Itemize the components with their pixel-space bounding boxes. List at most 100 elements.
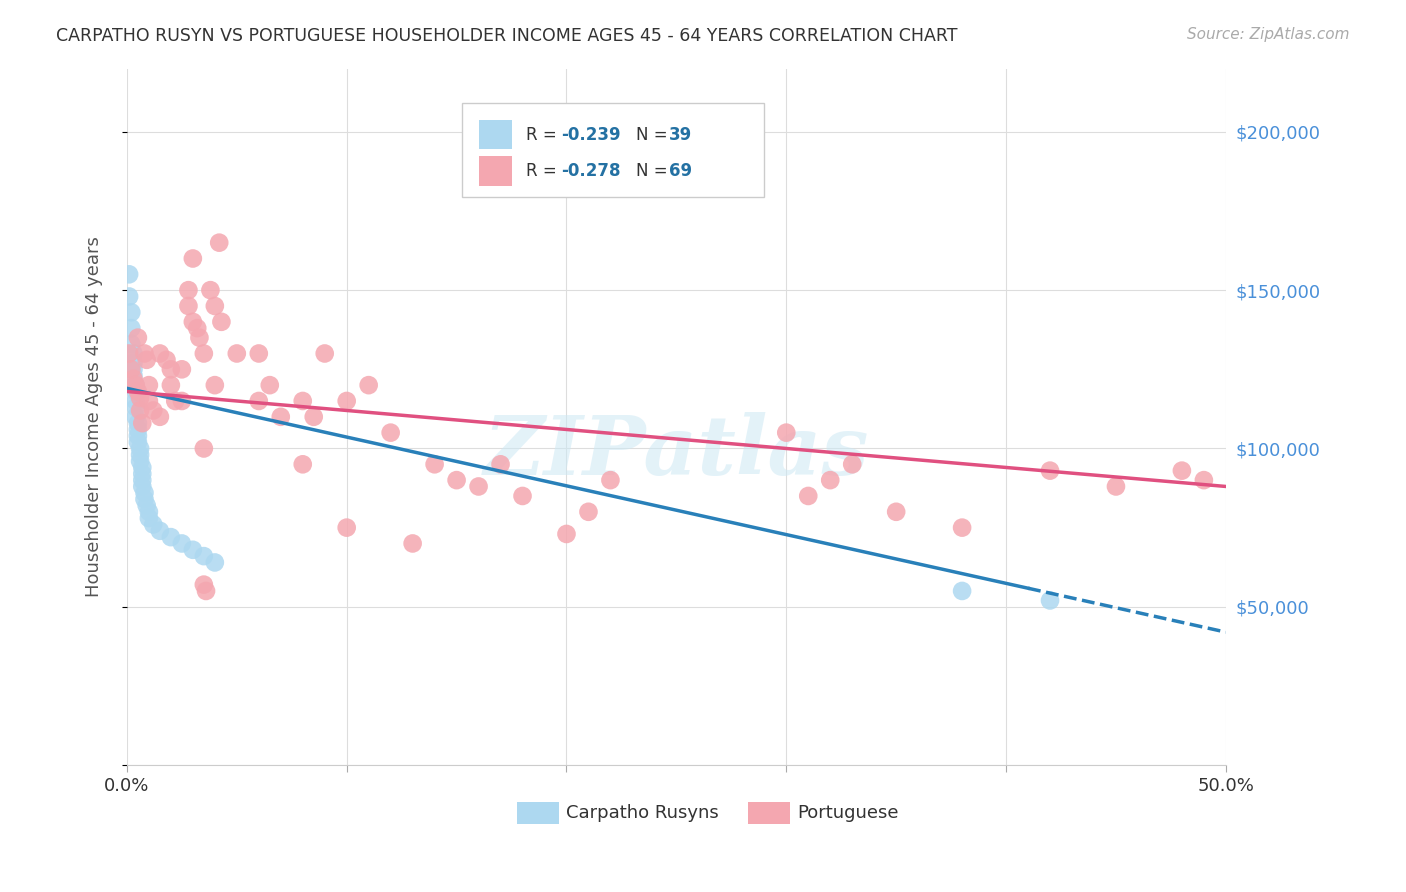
- Text: -0.278: -0.278: [561, 162, 620, 180]
- Point: [247, 394, 270, 409]
- Point: [181, 542, 204, 557]
- Point: [170, 394, 193, 409]
- Point: [120, 305, 142, 319]
- Text: -0.239: -0.239: [561, 126, 620, 144]
- Point: [314, 346, 336, 360]
- Point: [208, 235, 231, 250]
- Point: [357, 378, 380, 392]
- Point: [125, 384, 148, 399]
- Point: [950, 521, 973, 535]
- Point: [129, 448, 152, 462]
- Point: [775, 425, 797, 440]
- Point: [204, 556, 226, 570]
- Point: [200, 283, 222, 297]
- Point: [193, 549, 215, 563]
- Text: Source: ZipAtlas.com: Source: ZipAtlas.com: [1187, 27, 1350, 42]
- Point: [142, 517, 165, 532]
- Text: Portuguese: Portuguese: [797, 805, 898, 822]
- Point: [336, 521, 359, 535]
- FancyBboxPatch shape: [478, 156, 512, 186]
- Point: [127, 416, 149, 430]
- Point: [131, 460, 153, 475]
- Point: [1192, 473, 1215, 487]
- Point: [181, 315, 204, 329]
- Point: [291, 394, 314, 409]
- FancyBboxPatch shape: [478, 120, 512, 149]
- Point: [209, 315, 232, 329]
- Point: [193, 577, 215, 591]
- Point: [138, 505, 160, 519]
- Point: [120, 337, 142, 351]
- Text: R =: R =: [526, 162, 562, 180]
- Point: [129, 403, 152, 417]
- Point: [950, 584, 973, 599]
- Point: [401, 536, 423, 550]
- Point: [336, 394, 359, 409]
- Point: [129, 454, 152, 468]
- Point: [122, 362, 145, 376]
- Point: [1039, 593, 1062, 607]
- Point: [170, 362, 193, 376]
- Text: N =: N =: [636, 126, 672, 144]
- Point: [489, 458, 512, 472]
- Point: [149, 524, 172, 538]
- Point: [177, 283, 200, 297]
- Point: [127, 384, 149, 399]
- Point: [131, 467, 153, 481]
- Point: [467, 479, 489, 493]
- Point: [125, 409, 148, 424]
- Point: [122, 346, 145, 360]
- Point: [142, 403, 165, 417]
- Point: [131, 416, 153, 430]
- Point: [118, 346, 141, 360]
- Point: [118, 289, 141, 303]
- Point: [138, 378, 160, 392]
- Point: [818, 473, 841, 487]
- Point: [134, 492, 156, 507]
- FancyBboxPatch shape: [748, 802, 790, 824]
- Text: CARPATHO RUSYN VS PORTUGUESE HOUSEHOLDER INCOME AGES 45 - 64 YEARS CORRELATION C: CARPATHO RUSYN VS PORTUGUESE HOUSEHOLDER…: [56, 27, 957, 45]
- Point: [125, 401, 148, 415]
- Point: [555, 527, 578, 541]
- Point: [423, 458, 446, 472]
- Point: [177, 299, 200, 313]
- Point: [446, 473, 468, 487]
- Point: [193, 442, 215, 456]
- Point: [270, 409, 292, 424]
- Point: [160, 530, 183, 544]
- Point: [1039, 464, 1062, 478]
- Point: [259, 378, 281, 392]
- Text: Carpatho Rusyns: Carpatho Rusyns: [567, 805, 720, 822]
- Point: [127, 331, 149, 345]
- Point: [135, 352, 157, 367]
- Point: [149, 346, 172, 360]
- Point: [129, 442, 152, 456]
- Point: [165, 394, 187, 409]
- Point: [120, 321, 142, 335]
- Point: [122, 368, 145, 383]
- Point: [118, 268, 141, 282]
- Point: [884, 505, 907, 519]
- Point: [225, 346, 247, 360]
- Point: [1105, 479, 1128, 493]
- Point: [1171, 464, 1194, 478]
- Point: [127, 429, 149, 443]
- Point: [155, 352, 177, 367]
- Point: [120, 362, 142, 376]
- Point: [186, 321, 208, 335]
- Point: [170, 536, 193, 550]
- Point: [302, 409, 325, 424]
- Point: [134, 346, 156, 360]
- Point: [160, 362, 183, 376]
- Point: [138, 394, 160, 409]
- Point: [127, 422, 149, 436]
- Point: [138, 511, 160, 525]
- Point: [134, 485, 156, 500]
- Text: 39: 39: [669, 126, 692, 144]
- FancyBboxPatch shape: [517, 802, 558, 824]
- Point: [204, 378, 226, 392]
- Point: [247, 346, 270, 360]
- Point: [125, 394, 148, 409]
- Point: [122, 372, 145, 386]
- Point: [380, 425, 402, 440]
